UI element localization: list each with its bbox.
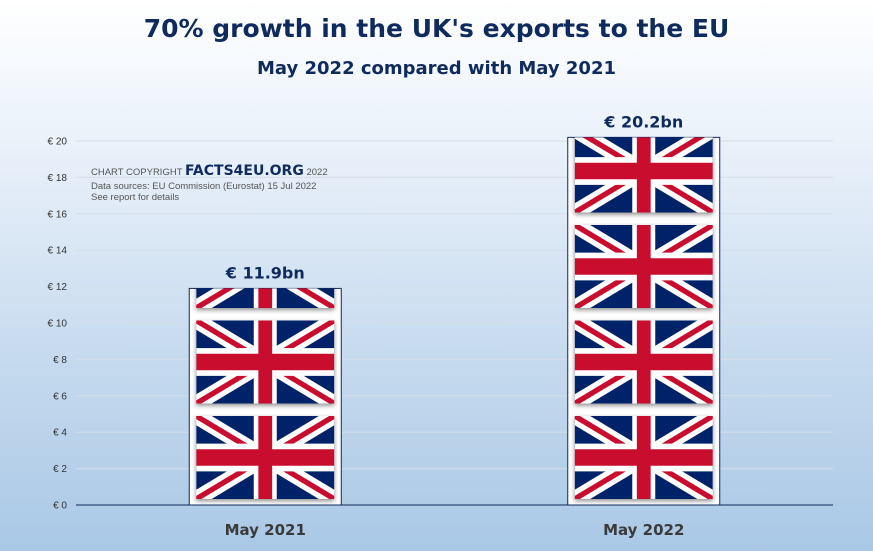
bar-value-label: € 20.2bn <box>603 112 683 131</box>
x-axis: May 2021 May 2022 <box>76 504 833 539</box>
y-tick-label: € 2 <box>53 464 67 475</box>
copyright-year: 2022 <box>306 167 328 178</box>
y-tick-label: € 20 <box>48 137 68 148</box>
x-tick-label: May 2021 <box>225 521 306 539</box>
y-tick-label: € 0 <box>53 501 67 512</box>
x-tick-label: May 2022 <box>603 521 684 539</box>
y-tick-label: € 18 <box>48 173 68 184</box>
y-tick-label: € 6 <box>53 391 67 402</box>
chart-subtitle: May 2022 compared with May 2021 <box>256 58 616 79</box>
bar: € 20.2bn <box>567 112 721 506</box>
y-tick-label: € 16 <box>48 209 68 220</box>
bar-value-label: € 11.9bn <box>225 263 305 282</box>
bar: € 11.9bn <box>188 263 342 506</box>
data-source: Data sources: EU Commission (Eurostat) 1… <box>91 180 317 192</box>
union-jack-flag <box>575 130 713 213</box>
copyright-prefix: CHART COPYRIGHT <box>91 167 183 178</box>
copyright-note: CHART COPYRIGHT FACTS4EU.ORG 2022 Data s… <box>91 163 328 204</box>
union-jack-flag <box>196 416 334 499</box>
y-axis: € 0 € 2 € 4 € 6 € 8 € 10 € 12 € 14 € 16 € 18 € 20 <box>48 137 68 512</box>
union-jack-flag <box>575 321 713 404</box>
y-tick-label: € 12 <box>48 282 68 293</box>
y-tick-label: € 8 <box>53 355 67 366</box>
union-jack-flag <box>575 225 713 308</box>
y-tick-label: € 4 <box>53 428 67 439</box>
y-tick-label: € 10 <box>48 319 68 330</box>
report-note: See report for details <box>91 192 180 204</box>
chart-title: 70% growth in the UK's exports to the EU <box>143 14 730 43</box>
brand-name: FACTS4EU.ORG <box>184 163 304 179</box>
union-jack-flag <box>196 321 334 404</box>
bars: € 11.9bn € 20.2bn <box>188 112 721 506</box>
y-tick-label: € 14 <box>48 246 68 257</box>
union-jack-flag <box>575 416 713 499</box>
